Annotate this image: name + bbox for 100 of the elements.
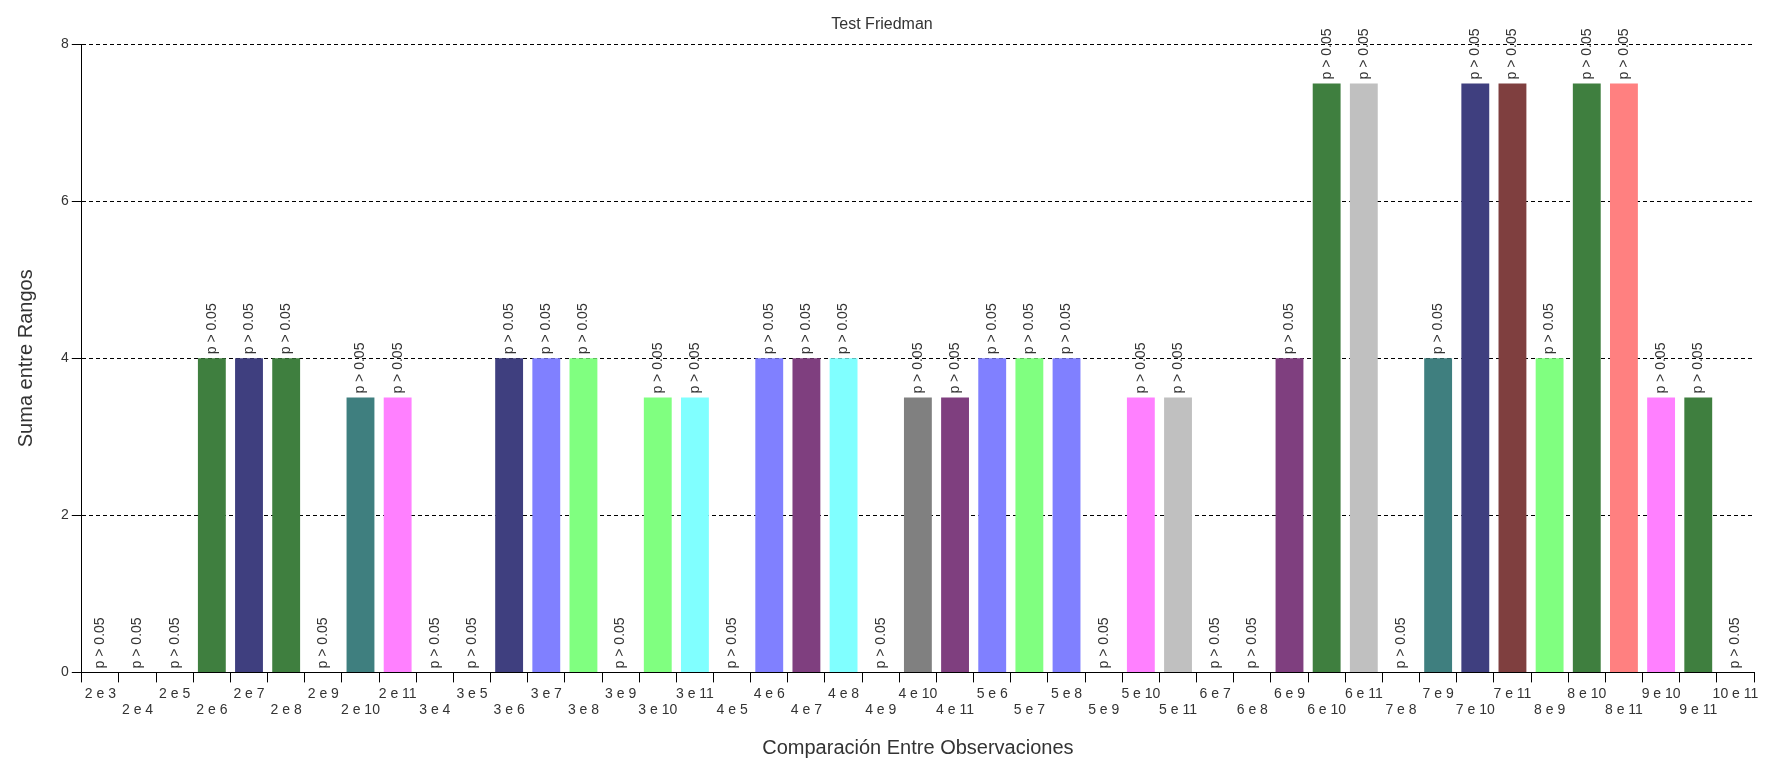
x-tick-label: 3 e 4: [419, 701, 451, 718]
data-label: p > 0.05: [1354, 28, 1371, 80]
data-label: p > 0.05: [351, 342, 368, 394]
x-tick-label: 7 e 9: [1422, 684, 1454, 701]
data-label: p > 0.05: [1020, 303, 1037, 355]
data-label: p > 0.05: [1206, 617, 1223, 669]
x-tick-label: 2 e 11: [378, 684, 417, 701]
x-tick-label: 2 e 5: [159, 684, 191, 701]
bar: [1572, 83, 1601, 672]
bar: [1461, 83, 1490, 672]
x-tick-label: 8 e 10: [1567, 684, 1607, 701]
data-label: p > 0.05: [1057, 303, 1074, 355]
x-tick-label: 4 e 9: [865, 701, 897, 718]
x-tick-label: 6 e 8: [1236, 701, 1269, 718]
x-tick-label: 4 e 10: [898, 684, 938, 701]
x-tick-label: 6 e 7: [1199, 684, 1231, 701]
bar: [1015, 358, 1044, 672]
data-label: p > 0.05: [574, 303, 591, 355]
x-tick-label: 4 e 11: [936, 701, 975, 718]
x-tick-label: 5 e 10: [1121, 684, 1161, 701]
x-tick-label: 2 e 8: [270, 701, 302, 718]
bar: [235, 358, 263, 672]
x-tick-label: 2 e 3: [84, 684, 117, 701]
bar: [1647, 397, 1676, 672]
x-axis-title: Comparación Entre Observaciones: [762, 735, 1074, 758]
y-tick-label: 6: [60, 192, 69, 209]
data-label: p > 0.05: [91, 617, 108, 669]
data-label: p > 0.05: [1131, 342, 1148, 394]
bar: [792, 358, 821, 672]
data-label: p > 0.05: [1243, 617, 1260, 669]
chart-title: Test Friedman: [831, 15, 933, 33]
x-tick-label: 7 e 10: [1455, 701, 1495, 718]
bar: [1535, 358, 1564, 672]
x-tick-label: 3 e 9: [605, 684, 637, 701]
x-tick-label: 3 e 5: [456, 684, 488, 701]
data-label: p > 0.05: [537, 303, 554, 355]
data-label: p > 0.05: [1168, 342, 1185, 394]
data-label: p > 0.05: [425, 617, 442, 669]
data-label: p > 0.05: [165, 617, 182, 669]
data-label: p > 0.05: [1466, 28, 1483, 80]
x-tick-label: 3 e 8: [567, 701, 600, 718]
data-label: p > 0.05: [128, 617, 145, 669]
bar: [1275, 358, 1304, 672]
bar: [978, 358, 1007, 672]
x-tick-label: 4 e 5: [716, 701, 748, 718]
y-axis-title: Suma entre Rangos: [13, 269, 36, 448]
bar: [1052, 358, 1081, 672]
bar: [1126, 397, 1155, 672]
bar: [1424, 358, 1453, 672]
data-label: p > 0.05: [314, 617, 331, 669]
x-tick-label: 4 e 6: [753, 684, 786, 701]
bar: [569, 358, 598, 672]
bar: [272, 358, 301, 672]
x-tick-label: 6 e 9: [1273, 684, 1306, 701]
bar: [755, 358, 784, 672]
data-label: p > 0.05: [722, 617, 739, 669]
x-tick-label: 5 e 9: [1088, 701, 1120, 718]
data-label: p > 0.05: [834, 303, 851, 355]
data-label: p > 0.05: [611, 617, 628, 669]
bar: [1164, 397, 1192, 672]
data-label: p > 0.05: [685, 342, 702, 394]
x-tick-label: 7 e 11: [1493, 684, 1532, 701]
data-label: p > 0.05: [945, 342, 962, 394]
x-tick-label: 5 e 7: [1013, 701, 1046, 718]
x-tick-label: 4 e 7: [790, 701, 823, 718]
x-tick-label: 3 e 10: [638, 701, 678, 718]
x-tick-label: 2 e 6: [196, 701, 228, 718]
bar: [1498, 83, 1527, 672]
y-tick-label: 0: [60, 663, 69, 680]
data-label: p > 0.05: [1651, 342, 1668, 394]
x-tick-label: 6 e 10: [1307, 701, 1347, 718]
x-tick-label: 8 e 9: [1534, 701, 1566, 718]
x-tick-label: 2 e 7: [233, 684, 265, 701]
x-tick-label: 3 e 7: [530, 684, 563, 701]
y-tick-label: 8: [60, 35, 69, 52]
x-tick-label: 2 e 4: [121, 701, 154, 718]
x-tick-label: 4 e 8: [828, 684, 860, 701]
bar: [643, 397, 672, 672]
bar: [1610, 83, 1638, 672]
x-tick-label: 3 e 11: [675, 684, 715, 701]
data-label: p > 0.05: [1689, 342, 1706, 394]
x-tick-label: 7 e 8: [1385, 701, 1417, 718]
data-label: p > 0.05: [1317, 28, 1334, 80]
data-label: p > 0.05: [202, 303, 219, 355]
data-label: p > 0.05: [797, 303, 814, 355]
data-label: p > 0.05: [1280, 303, 1297, 355]
x-tick-label: 9 e 10: [1641, 684, 1681, 701]
x-tick-label: 5 e 11: [1159, 701, 1198, 718]
bar: [1684, 397, 1713, 672]
data-label: p > 0.05: [277, 303, 294, 355]
x-tick-label: 10 e 11: [1712, 684, 1759, 701]
bar: [903, 397, 932, 672]
y-tick-label: 2: [60, 506, 69, 523]
data-label: p > 0.05: [648, 342, 665, 394]
bar: [346, 397, 375, 672]
x-tick-label: 3 e 6: [493, 701, 525, 718]
data-label: p > 0.05: [1614, 28, 1631, 80]
data-label: p > 0.05: [1429, 303, 1445, 355]
bar: [1349, 83, 1378, 672]
x-tick-label: 2 e 9: [307, 684, 340, 701]
